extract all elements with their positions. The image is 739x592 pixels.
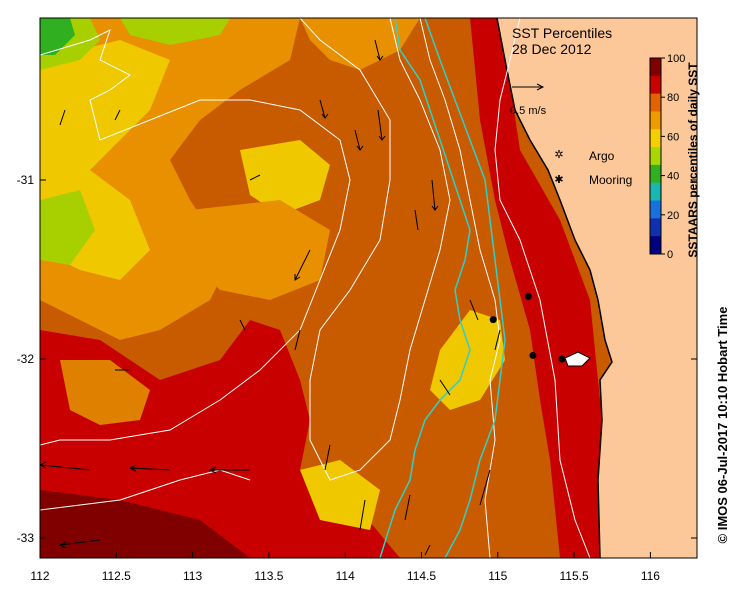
colorbar-tick-label: 20 — [667, 210, 679, 222]
colorbar-segment — [650, 75, 661, 95]
mooring-label: Mooring — [589, 173, 632, 187]
mooring-point — [529, 351, 537, 359]
colorbar-tick-label: 100 — [667, 53, 685, 65]
mooring-marker: ✱ — [554, 174, 563, 186]
isobath-cyan-2 — [424, 18, 506, 558]
plot-frame — [39, 17, 698, 559]
x-tick-label: 115.5 — [560, 569, 589, 583]
sst-region-bright-green-nw — [40, 18, 75, 55]
colorbar-segment — [650, 218, 661, 237]
colorbar-segment — [650, 164, 661, 184]
sst-region-green-ne — [120, 18, 230, 45]
plot-area — [40, 18, 697, 558]
sst-region-yellow-rottnest — [430, 310, 505, 410]
colorbar-tick-label: 80 — [667, 92, 679, 104]
isobath-cyan — [379, 18, 471, 558]
colorbar-tick-label: 60 — [667, 131, 679, 143]
y-tick-label: -33 — [17, 531, 35, 545]
x-tick-label: 114.5 — [407, 569, 436, 583]
colorbar-segment — [650, 147, 661, 166]
colorbar-frame — [649, 57, 662, 255]
sst-region-red-coastal — [470, 18, 605, 558]
sst-region-orange-north — [300, 18, 420, 70]
sst-region-yellow-center — [240, 140, 330, 215]
map-date: 28 Dec 2012 — [512, 41, 592, 57]
x-tick-label: 112 — [30, 569, 49, 583]
scale-label: 0.5 m/s — [510, 105, 547, 117]
estuary — [564, 351, 591, 367]
x-tick-label: 113.5 — [254, 569, 283, 583]
land-mass — [497, 18, 697, 558]
y-tick-label: -32 — [17, 352, 35, 366]
coastline — [496, 18, 613, 558]
colorbar-label: SSTAARS percentiles of daily SST — [686, 62, 700, 258]
x-tick-label: 115 — [488, 569, 507, 583]
argo-label: Argo — [589, 149, 615, 163]
current-arrows — [40, 39, 501, 556]
isobaths-white — [40, 18, 591, 558]
colorbar-segment — [650, 58, 661, 77]
colorbar-segment — [650, 182, 661, 202]
scale-arrow — [512, 83, 545, 91]
moorings-layer — [489, 292, 566, 363]
colorbar-segment — [650, 129, 661, 148]
y-tick-label: -31 — [17, 173, 35, 187]
x-tick-label: 114 — [336, 569, 355, 583]
colorbar-segment — [650, 111, 661, 130]
colorbar-tick-label: 0 — [667, 249, 673, 261]
sst-region-yellow-south-coast — [300, 460, 380, 530]
mooring-point — [558, 355, 566, 363]
mooring-point — [524, 292, 532, 300]
sst-region-orange-sw — [60, 360, 150, 425]
y-axis: -31 -32 -33 — [17, 173, 697, 545]
colorbar: 100 80 60 40 20 0 — [649, 53, 685, 261]
credit-text: © IMOS 06-Jul-2017 10:10 Hobart Time — [715, 307, 730, 544]
x-tick-label: 113 — [183, 569, 202, 583]
colorbar-segment — [650, 93, 661, 112]
mooring-point — [489, 316, 497, 324]
colorbar-segment — [650, 200, 661, 219]
colorbar-tick-label: 40 — [667, 171, 679, 183]
x-tick-label: 116 — [641, 569, 660, 583]
sst-region-green-mid — [40, 190, 95, 265]
colorbar-segment — [650, 236, 661, 255]
map-title: SST Percentiles — [512, 25, 612, 41]
argo-marker: ✲ — [554, 149, 563, 161]
x-axis: 112 112.5 113 113.5 114 114.5 115 115.5 116 — [30, 552, 660, 583]
x-tick-label: 112.5 — [102, 569, 131, 583]
